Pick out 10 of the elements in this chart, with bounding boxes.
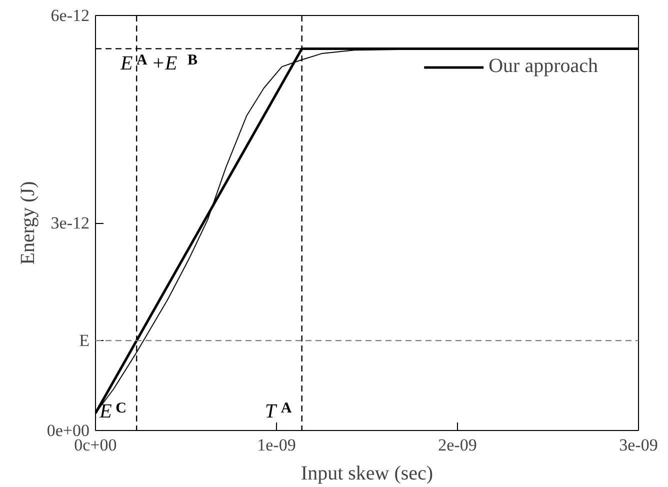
ref-line-label: E bbox=[79, 331, 90, 350]
ref-line-label: TA bbox=[264, 400, 292, 422]
x-tick-label: 2e-09 bbox=[438, 436, 477, 454]
y-axis-title: Energy (J) bbox=[16, 181, 39, 265]
legend-label: Our approach bbox=[488, 55, 598, 78]
x-axis-title: Input skew (sec) bbox=[300, 462, 434, 484]
y-tick-label: 3e-12 bbox=[50, 214, 90, 232]
y-tick-label: 6e-12 bbox=[50, 6, 90, 25]
x-tick-label: 3e-09 bbox=[619, 436, 658, 454]
x-tick-label: 1e-09 bbox=[257, 436, 296, 454]
